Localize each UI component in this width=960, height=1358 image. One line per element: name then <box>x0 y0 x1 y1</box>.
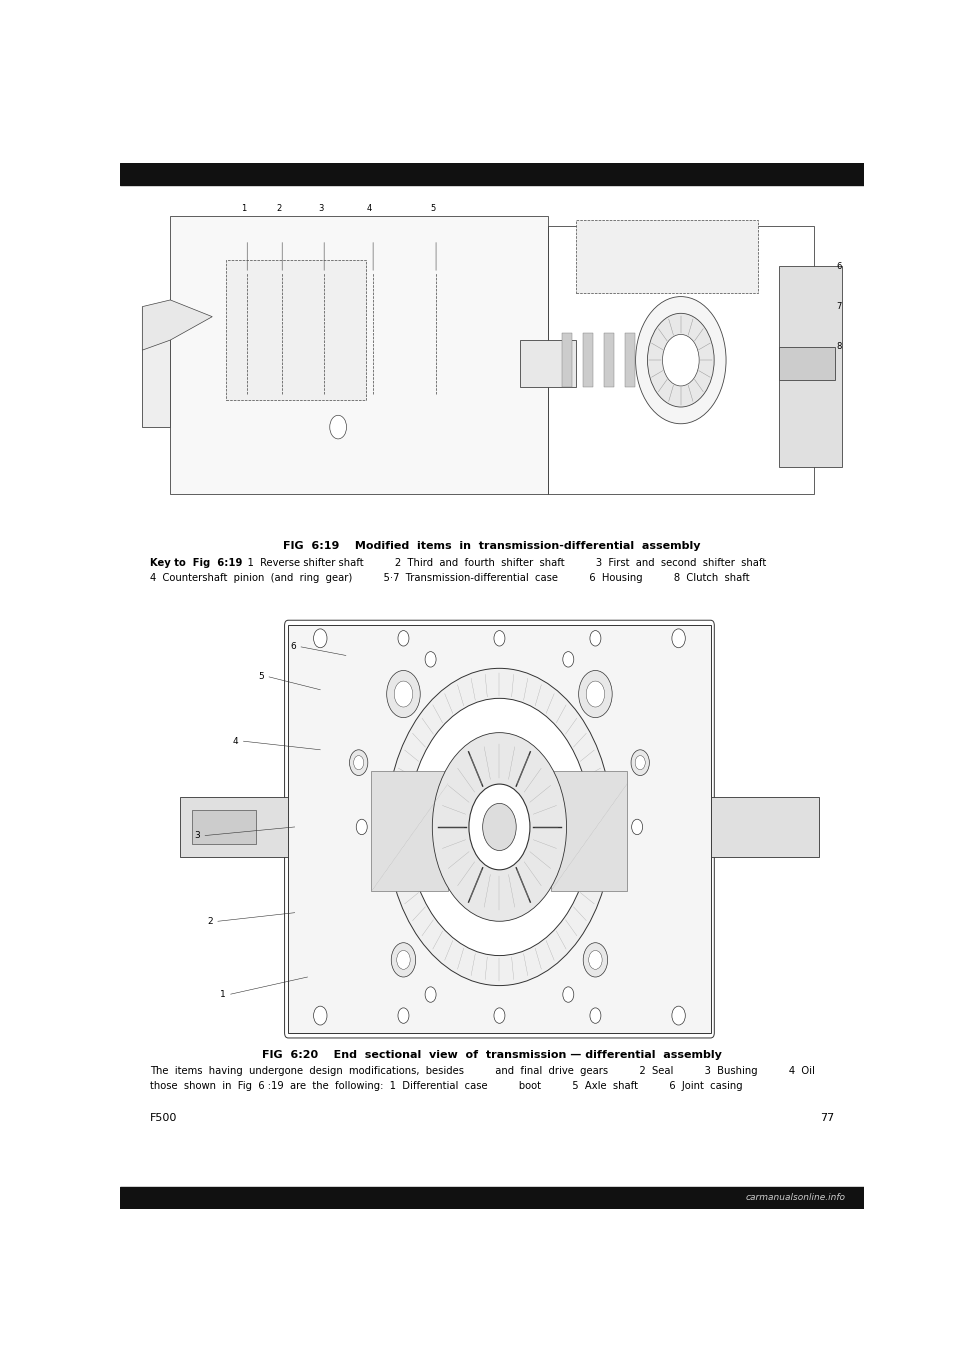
Bar <box>551 771 628 891</box>
Text: F500: F500 <box>150 1112 178 1123</box>
Text: 3: 3 <box>194 831 200 841</box>
Bar <box>779 266 842 467</box>
Text: 6: 6 <box>836 262 842 272</box>
Circle shape <box>494 1008 505 1024</box>
Text: those  shown  in  Fig  6 :19  are  the  following:  1  Differential  case       : those shown in Fig 6 :19 are the followi… <box>150 1081 742 1090</box>
Circle shape <box>563 652 574 667</box>
Circle shape <box>356 819 368 835</box>
Bar <box>180 797 288 857</box>
Bar <box>180 612 820 1042</box>
Circle shape <box>494 630 505 646</box>
Text: The  items  having  undergone  design  modifications,  besides          and  fin: The items having undergone design modifi… <box>150 1066 815 1077</box>
Bar <box>120 163 864 185</box>
Polygon shape <box>142 300 212 350</box>
Circle shape <box>587 682 605 708</box>
Circle shape <box>314 1006 327 1025</box>
Text: 1: 1 <box>241 204 247 213</box>
Text: 4: 4 <box>232 736 238 746</box>
Text: 2: 2 <box>207 917 213 926</box>
Bar <box>779 346 834 380</box>
Bar <box>120 1187 864 1209</box>
Bar <box>142 307 170 428</box>
Bar <box>562 334 572 387</box>
Circle shape <box>563 987 574 1002</box>
Text: 4  Countershaft  pinion  (and  ring  gear)          5·7  Transmission-differenti: 4 Countershaft pinion (and ring gear) 5·… <box>150 573 750 583</box>
Circle shape <box>672 1006 685 1025</box>
Circle shape <box>392 942 416 976</box>
Circle shape <box>408 698 591 956</box>
Bar <box>548 227 814 494</box>
Circle shape <box>353 755 364 770</box>
Text: FIG  6:20    End  sectional  view  of  transmission — differential  assembly: FIG 6:20 End sectional view of transmiss… <box>262 1050 722 1059</box>
Circle shape <box>396 951 410 970</box>
Text: 5: 5 <box>430 204 435 213</box>
Text: 6: 6 <box>290 642 296 652</box>
Polygon shape <box>170 216 548 494</box>
Circle shape <box>590 1008 601 1024</box>
Circle shape <box>387 671 420 717</box>
Bar <box>625 334 636 387</box>
Text: carmanualsonline.info: carmanualsonline.info <box>745 1194 846 1202</box>
Circle shape <box>588 951 602 970</box>
Bar <box>520 340 576 387</box>
Bar <box>372 771 448 891</box>
Text: 5: 5 <box>258 672 264 682</box>
Circle shape <box>387 668 612 986</box>
Text: 7: 7 <box>836 301 842 311</box>
Circle shape <box>398 1008 409 1024</box>
Circle shape <box>314 629 327 648</box>
Text: FIG  6:19    Modified  items  in  transmission-differential  assembly: FIG 6:19 Modified items in transmission-… <box>283 542 701 551</box>
Text: 3: 3 <box>318 204 324 213</box>
Bar <box>604 334 614 387</box>
Circle shape <box>584 942 608 976</box>
Text: 1  Reverse shifter shaft          2  Third  and  fourth  shifter  shaft         : 1 Reverse shifter shaft 2 Third and four… <box>235 558 767 568</box>
Text: 8: 8 <box>836 342 842 352</box>
Text: 1: 1 <box>220 990 226 998</box>
Circle shape <box>579 671 612 717</box>
Text: Key to  Fig  6:19: Key to Fig 6:19 <box>150 558 242 568</box>
Circle shape <box>425 987 436 1002</box>
Text: 77: 77 <box>820 1112 834 1123</box>
Circle shape <box>349 750 368 775</box>
Circle shape <box>468 784 530 870</box>
Circle shape <box>632 819 642 835</box>
Text: 2: 2 <box>276 204 281 213</box>
Circle shape <box>590 630 601 646</box>
Bar <box>576 220 757 293</box>
Bar <box>583 334 593 387</box>
Circle shape <box>636 755 645 770</box>
Circle shape <box>647 314 714 407</box>
Circle shape <box>636 296 726 424</box>
Bar <box>288 626 710 1032</box>
Circle shape <box>631 750 649 775</box>
Circle shape <box>395 682 413 708</box>
Bar <box>142 200 842 534</box>
Bar <box>227 259 366 401</box>
Circle shape <box>672 629 685 648</box>
Circle shape <box>425 652 436 667</box>
Circle shape <box>432 732 566 921</box>
Circle shape <box>483 804 516 850</box>
Circle shape <box>398 630 409 646</box>
Bar <box>710 797 819 857</box>
Circle shape <box>329 416 347 439</box>
Circle shape <box>662 334 699 386</box>
Bar <box>192 809 256 845</box>
Text: 4: 4 <box>367 204 372 213</box>
